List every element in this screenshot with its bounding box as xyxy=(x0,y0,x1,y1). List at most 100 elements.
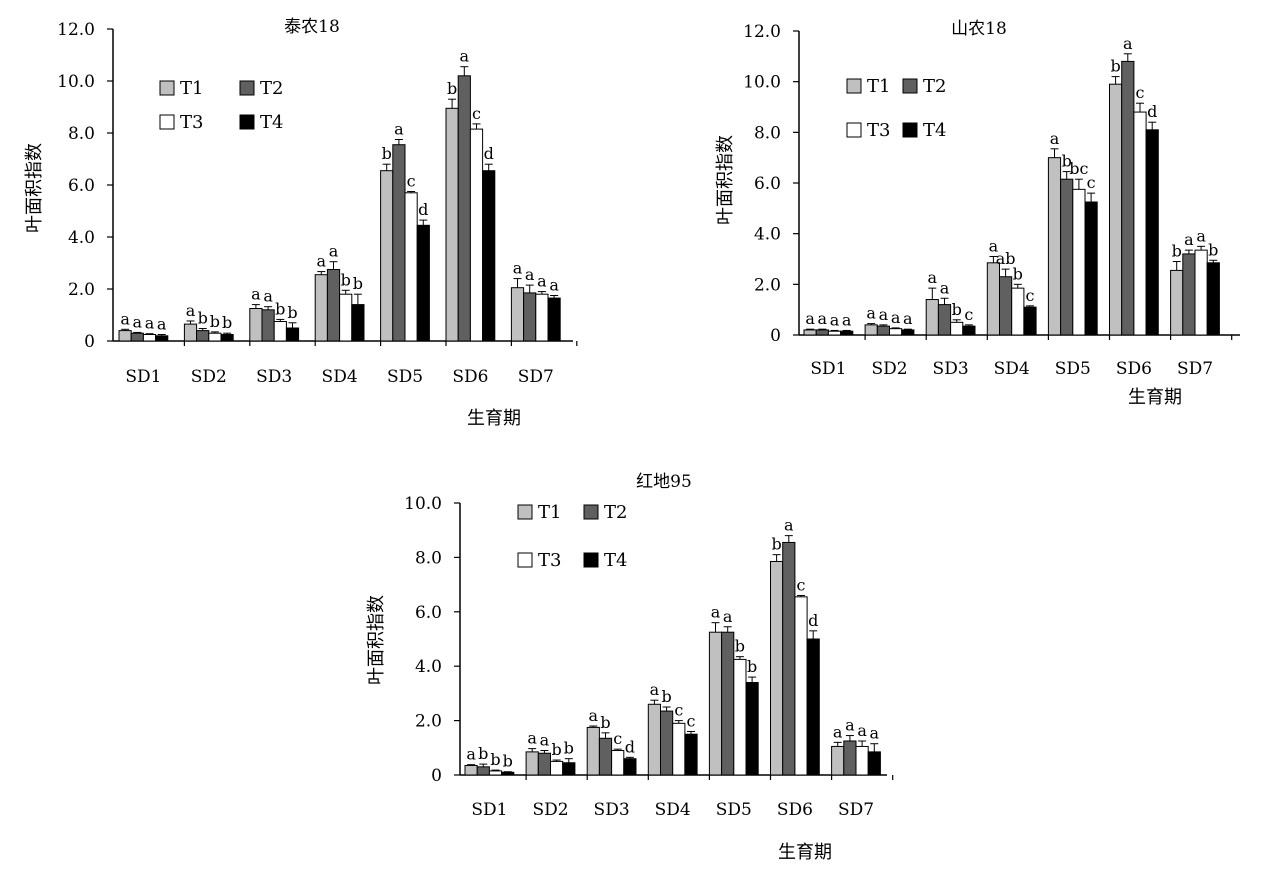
bar xyxy=(889,328,903,336)
x-tick-label: SD6 xyxy=(452,367,488,387)
significance-label: a xyxy=(540,731,550,750)
bar xyxy=(1121,60,1135,336)
bar xyxy=(535,293,549,342)
x-tick-label: SD1 xyxy=(810,359,846,379)
y-tick-label: 6.0 xyxy=(68,176,95,196)
bar xyxy=(1170,269,1184,336)
bar xyxy=(831,745,845,776)
legend-swatch xyxy=(239,114,255,130)
bar xyxy=(392,144,406,342)
bar xyxy=(285,327,300,342)
significance-label: a xyxy=(525,265,535,284)
chart-title: 红地95 xyxy=(636,472,692,492)
bar xyxy=(962,325,976,336)
y-tick-label: 8.0 xyxy=(68,124,95,144)
legend-swatch xyxy=(902,122,918,138)
bar xyxy=(550,760,564,776)
significance-label: d xyxy=(484,144,494,163)
legend-swatch xyxy=(846,122,862,138)
x-axis-label: 生育期 xyxy=(778,842,832,863)
bar xyxy=(525,751,539,776)
significance-label: b xyxy=(353,274,363,293)
bar xyxy=(1011,287,1025,336)
bar xyxy=(118,330,132,342)
significance-label: a xyxy=(1123,34,1133,53)
significance-label: a xyxy=(527,729,537,748)
significance-label: a xyxy=(650,680,660,699)
bar xyxy=(672,722,686,776)
significance-label: a xyxy=(537,272,547,291)
significance-label: a xyxy=(186,301,196,320)
y-tick-label: 8.0 xyxy=(754,123,781,143)
bar xyxy=(770,560,784,776)
bar xyxy=(547,297,561,342)
bar xyxy=(1109,83,1123,336)
legend-label: T4 xyxy=(260,112,283,133)
bar xyxy=(537,752,551,776)
bar xyxy=(598,737,613,776)
x-tick-label: SD6 xyxy=(777,800,813,820)
y-tick-label: 10.0 xyxy=(743,73,781,93)
bar xyxy=(469,128,484,342)
legend-swatch xyxy=(846,78,862,94)
bar xyxy=(339,293,353,342)
bar xyxy=(782,541,796,776)
significance-label: a xyxy=(903,309,913,328)
bar xyxy=(827,330,842,336)
y-tick-label: 0 xyxy=(431,766,442,786)
bar xyxy=(482,170,496,342)
significance-label: c xyxy=(674,701,683,720)
significance-label: a xyxy=(989,236,999,255)
significance-label: c xyxy=(964,305,973,324)
bar xyxy=(380,170,394,342)
significance-label: a xyxy=(830,310,840,329)
y-axis-label: 叶面积指数 xyxy=(366,595,387,685)
significance-label: b xyxy=(222,313,232,332)
x-tick-label: SD4 xyxy=(655,800,691,820)
significance-label: b xyxy=(1062,152,1072,171)
significance-label: b xyxy=(490,750,500,769)
legend-label: T1 xyxy=(180,78,203,99)
bar xyxy=(1194,249,1208,336)
legend-swatch xyxy=(902,78,918,94)
bar xyxy=(1084,201,1098,336)
bar xyxy=(794,596,808,776)
legend-swatch xyxy=(159,114,175,130)
legend-label: T4 xyxy=(604,550,627,571)
bar xyxy=(1145,129,1159,336)
x-tick-label: SD2 xyxy=(191,367,227,387)
bar xyxy=(220,334,234,342)
significance-label: a xyxy=(317,252,327,271)
bar xyxy=(806,638,820,776)
bar xyxy=(130,332,144,342)
significance-label: b xyxy=(447,79,457,98)
significance-label: b xyxy=(382,144,392,163)
chart-title: 山农18 xyxy=(951,19,1007,39)
bar xyxy=(464,764,478,776)
significance-label: a xyxy=(711,603,721,622)
bar xyxy=(1182,253,1196,336)
y-tick-label: 0 xyxy=(84,332,95,352)
bar xyxy=(611,750,625,776)
y-tick-label: 12.0 xyxy=(57,20,95,40)
bar xyxy=(142,334,157,342)
bar xyxy=(925,299,939,336)
bar xyxy=(721,631,735,776)
significance-label: b xyxy=(478,744,488,763)
bar xyxy=(843,740,857,776)
significance-label: a xyxy=(879,305,889,324)
significance-label: a xyxy=(845,716,855,735)
significance-label: b xyxy=(210,312,220,331)
significance-label: b xyxy=(275,299,285,318)
legend-swatch xyxy=(239,80,255,96)
bar xyxy=(273,321,287,342)
significance-label: a xyxy=(145,314,155,333)
bar xyxy=(815,329,829,336)
significance-label: a xyxy=(157,315,167,334)
bar xyxy=(1023,306,1037,336)
legend-swatch xyxy=(517,504,533,520)
significance-label: d xyxy=(1147,102,1157,121)
significance-label: c xyxy=(1026,286,1035,305)
